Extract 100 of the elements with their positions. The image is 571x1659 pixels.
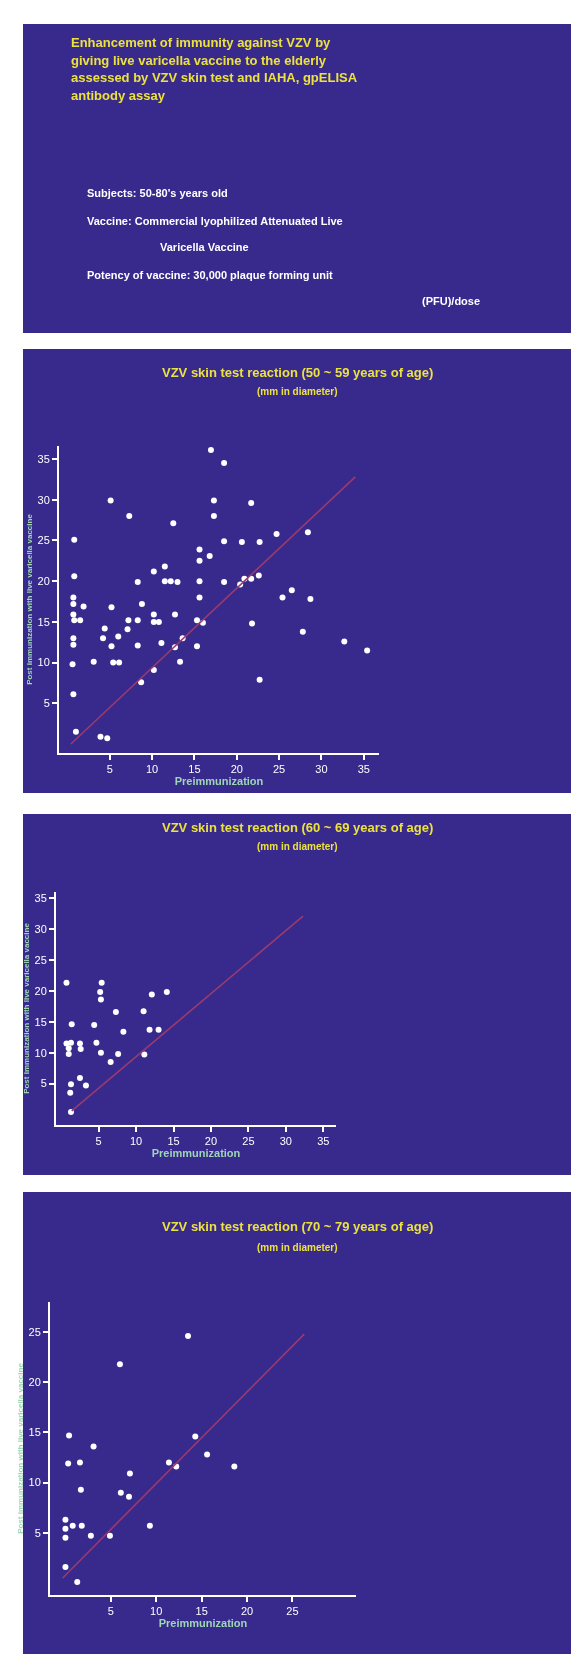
x-tick-label: 10 — [145, 763, 159, 776]
y-axis-title: Post immunization with live varicella vaccine — [24, 513, 34, 685]
y-tick-label: 15 — [28, 1426, 41, 1439]
point — [69, 1522, 76, 1529]
x-tick-label: 25 — [286, 1605, 299, 1618]
point — [63, 979, 70, 986]
point — [76, 1040, 83, 1047]
y-tick-label: 25 — [37, 534, 50, 547]
x-tick-label: 35 — [317, 1135, 330, 1148]
y-tick-label: 10 — [28, 1476, 41, 1489]
y-tick-label: 30 — [34, 922, 47, 935]
x-tick-label: 15 — [188, 763, 201, 776]
chart-title: VZV skin test reaction (60 ~ 69 years of age) — [162, 820, 434, 835]
point — [231, 1463, 238, 1470]
point — [74, 1578, 81, 1585]
x-tick-label: 20 — [230, 763, 243, 776]
point — [97, 989, 104, 996]
point — [98, 979, 105, 986]
point — [204, 1451, 211, 1458]
y-tick-label: 20 — [28, 1376, 41, 1389]
point — [67, 1109, 74, 1116]
x-axis-title: Preimmunization — [174, 775, 264, 788]
point — [82, 1082, 89, 1089]
point — [146, 1522, 153, 1529]
chart-title: VZV skin test reaction (50 ~ 59 years of age) — [162, 365, 434, 380]
y-tick-label: 35 — [34, 892, 47, 905]
x-axis-title: Preimmunization — [158, 1617, 248, 1630]
x-tick-label: 15 — [167, 1135, 180, 1148]
y-tick-label: 30 — [37, 493, 50, 506]
text: Enhancement of immunity against VZV by giving live varicella vaccine to the elderly assessed by VZV skin test and IAHA, gpELISA antibody assay — [71, 35, 358, 103]
point — [65, 1050, 72, 1057]
x-tick-label: 30 — [279, 1135, 292, 1148]
point — [115, 1050, 122, 1057]
chart-title: VZV skin test reaction (70 ~ 79 years of age) — [162, 1219, 434, 1234]
x-axis-title: Preimmunization — [151, 1147, 241, 1160]
x-tick-label: 35 — [357, 763, 370, 776]
chart-subtitle: (mm in diameter) — [257, 841, 338, 852]
point — [67, 1039, 74, 1046]
point — [76, 1075, 83, 1082]
point — [76, 1459, 83, 1466]
point — [67, 1089, 74, 1096]
y-tick-label: 5 — [43, 697, 50, 710]
x-tick-label: 10 — [129, 1135, 143, 1148]
y-tick-label: 5 — [40, 1077, 47, 1090]
y-tick-label: 10 — [37, 656, 50, 669]
point — [78, 1522, 85, 1529]
y-tick-label: 25 — [34, 953, 47, 966]
x-tick-label: 5 — [95, 1135, 102, 1148]
point — [148, 991, 155, 998]
x-tick-label: 30 — [315, 763, 328, 776]
point — [66, 1432, 73, 1439]
x-tick-label: 15 — [195, 1605, 208, 1618]
point — [93, 1039, 100, 1046]
x-tick-label: 5 — [107, 1605, 114, 1618]
y-tick-label: 20 — [34, 984, 47, 997]
text: Potency of vaccine: 30,000 plaque forming unit (PFU)/dose — [87, 269, 481, 307]
point — [62, 1516, 69, 1523]
point — [185, 1333, 192, 1340]
point — [87, 1532, 94, 1539]
point — [165, 1459, 172, 1466]
point — [67, 1081, 74, 1088]
point — [62, 1563, 69, 1570]
point — [77, 1486, 84, 1493]
point — [68, 1021, 75, 1028]
y-tick-label: 15 — [37, 615, 50, 628]
point — [140, 1008, 147, 1015]
point — [141, 1051, 148, 1058]
x-tick-label: 5 — [106, 763, 113, 776]
point — [116, 1361, 123, 1368]
y-tick-label: 35 — [37, 452, 50, 465]
point — [192, 1433, 199, 1440]
point — [112, 1008, 119, 1015]
point — [163, 989, 170, 996]
point — [155, 1026, 162, 1033]
y-tick-label: 15 — [34, 1015, 47, 1028]
text: Vaccine: Commercial lyophilized Attenuated Live Varicella Vaccine — [87, 215, 343, 253]
point — [62, 1525, 69, 1532]
point — [126, 1470, 133, 1477]
point — [91, 1021, 98, 1028]
y-axis-title: Post immunization with live varicella vaccine — [15, 1362, 25, 1534]
point — [126, 1493, 132, 1500]
y-axis-title: Post immunization with live varicella vaccine — [21, 922, 31, 1094]
point — [65, 1045, 72, 1052]
x-tick-label: 20 — [240, 1605, 254, 1618]
text: Subjects: 50-80's years old — [87, 187, 228, 199]
y-tick-label: 20 — [37, 575, 50, 588]
x-tick-label: 10 — [150, 1605, 163, 1618]
chart-subtitle: (mm in diameter) — [257, 386, 338, 397]
x-tick-label: 25 — [242, 1135, 255, 1148]
point — [62, 1534, 69, 1541]
point — [117, 1489, 124, 1496]
point — [120, 1028, 127, 1035]
y-tick-label: 25 — [28, 1325, 41, 1338]
point — [107, 1058, 114, 1065]
point — [146, 1026, 153, 1033]
point — [65, 1460, 72, 1467]
y-tick-label: 10 — [34, 1046, 47, 1059]
point — [90, 1443, 97, 1450]
point — [106, 1532, 113, 1539]
point — [97, 996, 104, 1003]
